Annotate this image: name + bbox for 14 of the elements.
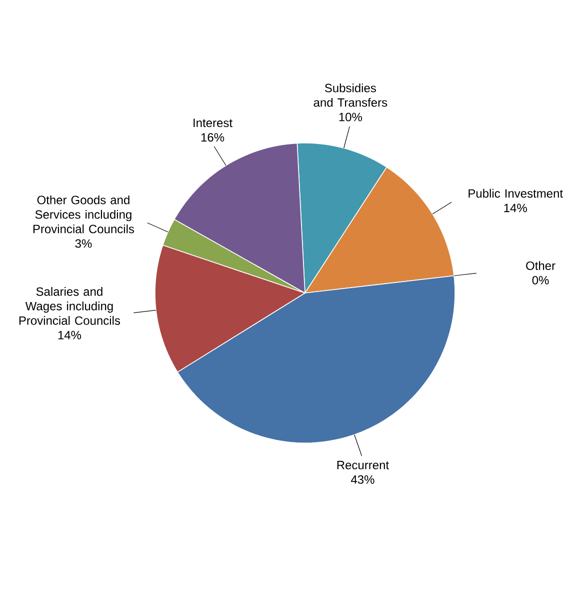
slice-label: Public Investment bbox=[468, 188, 563, 198]
category-label: Other bbox=[526, 261, 556, 270]
data-label: 16% bbox=[201, 133, 224, 142]
slice-label: Subsidies and Transfers bbox=[314, 83, 388, 107]
slice-label: Other Goods and Services including Provincial Councils bbox=[33, 195, 134, 234]
data-label: 43% bbox=[350, 475, 374, 484]
data-label: 10% bbox=[339, 112, 362, 122]
text: 0% bbox=[532, 276, 549, 284]
data-label: 14% bbox=[58, 330, 82, 340]
slice-label: Salaries and Wages including Provincial Councils bbox=[19, 287, 120, 325]
data-label: 14% bbox=[504, 204, 527, 212]
data-label: 3% bbox=[75, 239, 92, 248]
slice-label: Recurrent bbox=[337, 460, 389, 470]
slice-label: Interest bbox=[194, 118, 232, 128]
